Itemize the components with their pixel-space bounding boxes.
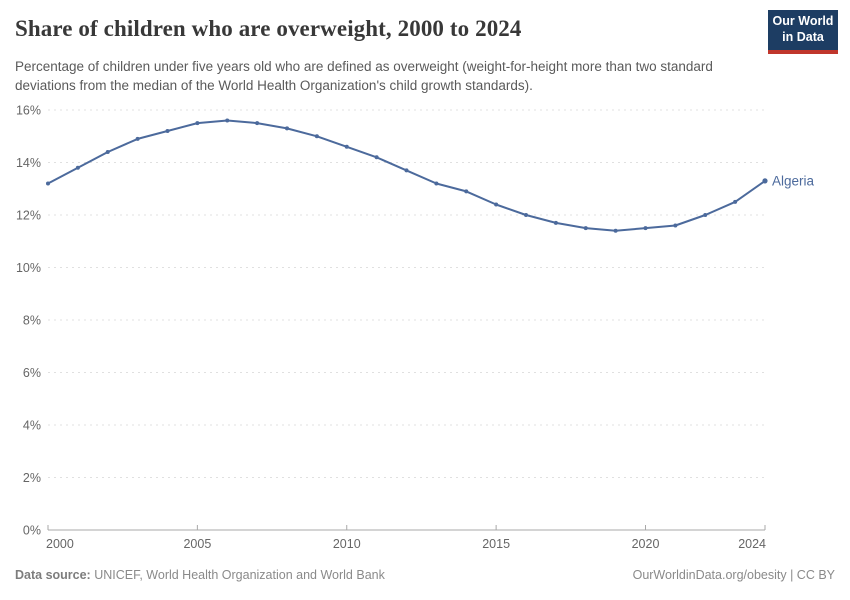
data-point[interactable] xyxy=(703,213,708,217)
data-point[interactable] xyxy=(225,118,230,123)
owid-license-link[interactable]: OurWorldinData.org/obesity | CC BY xyxy=(632,568,835,582)
data-point[interactable] xyxy=(374,155,379,160)
owid-logo[interactable]: Our World in Data xyxy=(768,10,838,54)
data-point[interactable] xyxy=(553,220,558,225)
data-source-text: UNICEF, World Health Organization and Wo… xyxy=(90,568,385,582)
y-axis-tick-label: 12% xyxy=(16,209,41,223)
x-axis-tick-label: 2020 xyxy=(632,537,660,551)
data-point[interactable] xyxy=(105,150,110,154)
y-axis-tick-label: 10% xyxy=(16,261,41,275)
data-point[interactable] xyxy=(524,213,528,217)
data-point[interactable] xyxy=(494,202,499,207)
data-point[interactable] xyxy=(643,226,648,231)
data-point[interactable] xyxy=(165,129,170,133)
data-point[interactable] xyxy=(314,134,319,139)
y-axis-tick-label: 0% xyxy=(23,524,41,538)
owid-logo-line2: in Data xyxy=(782,30,824,44)
y-axis-tick-label: 4% xyxy=(23,419,41,433)
data-point[interactable] xyxy=(404,168,409,173)
chart-subtitle: Percentage of children under five years … xyxy=(15,59,713,93)
x-axis-tick-label: 2000 xyxy=(46,537,74,551)
data-point[interactable] xyxy=(344,144,349,149)
x-axis-tick-label: 2005 xyxy=(183,537,211,551)
owid-logo-line1: Our World xyxy=(772,14,834,29)
data-point[interactable] xyxy=(46,181,50,186)
x-axis-tick-label: 2015 xyxy=(482,537,510,551)
data-point[interactable] xyxy=(673,223,678,228)
data-source-label: Data source: xyxy=(15,568,91,582)
data-point[interactable] xyxy=(135,136,140,141)
data-point[interactable] xyxy=(285,126,289,131)
data-point[interactable] xyxy=(583,226,588,231)
y-axis-tick-label: 8% xyxy=(23,314,41,328)
data-point[interactable] xyxy=(733,199,738,204)
chart-footer: Data source: UNICEF, World Health Organi… xyxy=(15,568,835,582)
data-point[interactable] xyxy=(195,121,200,126)
data-point[interactable] xyxy=(434,181,439,186)
line-series-algeria[interactable] xyxy=(47,119,766,232)
y-axis-tick-label: 16% xyxy=(16,104,41,118)
data-point[interactable] xyxy=(255,121,260,126)
data-point[interactable] xyxy=(762,178,768,184)
page-title: Share of children who are overweight, 20… xyxy=(15,16,522,41)
x-axis-tick-label: 2024 xyxy=(738,537,766,551)
y-axis-tick-label: 6% xyxy=(23,366,41,380)
data-source-note: Data source: UNICEF, World Health Organi… xyxy=(15,568,385,582)
data-point[interactable] xyxy=(464,189,469,194)
data-point[interactable] xyxy=(613,228,618,233)
y-axis-tick-label: 14% xyxy=(16,156,41,170)
data-point[interactable] xyxy=(75,165,80,170)
series-end-label[interactable]: Algeria xyxy=(772,173,815,188)
y-axis-tick-label: 2% xyxy=(23,471,41,485)
x-axis-tick-label: 2010 xyxy=(333,537,361,551)
